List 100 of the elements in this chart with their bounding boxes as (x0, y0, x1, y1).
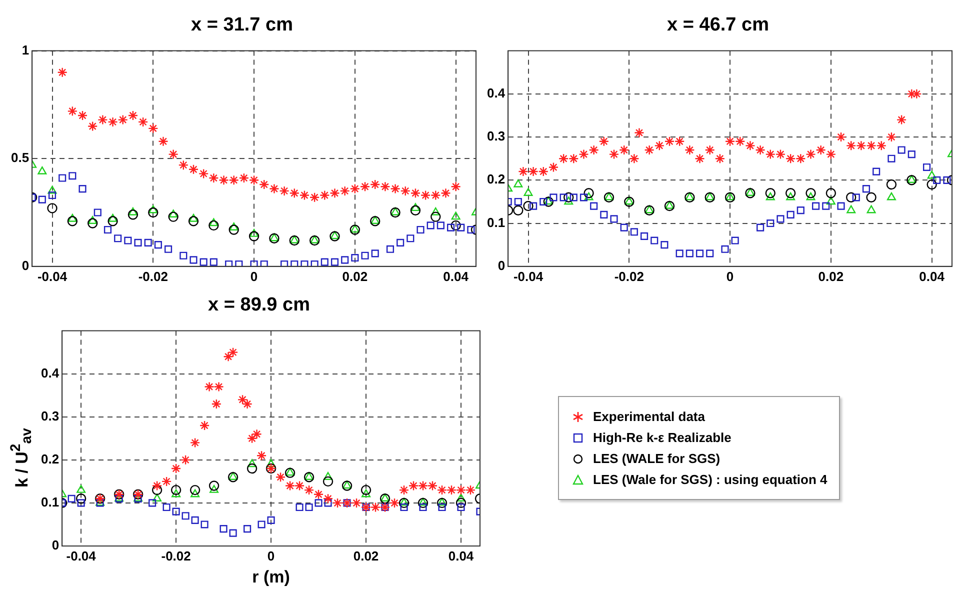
point (310, 260, 318, 266)
point (540, 198, 548, 206)
point (418, 498, 428, 508)
point (148, 123, 158, 134)
point (785, 154, 796, 164)
y-tick-label: 0.2 (486, 172, 506, 187)
point (351, 498, 362, 508)
point (523, 200, 534, 212)
x-tick-label: 0.02 (342, 268, 368, 284)
point (634, 128, 644, 138)
point (766, 220, 774, 228)
point (330, 258, 339, 266)
point (826, 188, 836, 198)
y-tick-label: 0 (52, 538, 60, 553)
point (38, 166, 47, 174)
point (309, 192, 320, 203)
point (178, 160, 189, 170)
point (721, 245, 729, 253)
point (152, 494, 162, 502)
y-tick-label: 0.3 (486, 128, 506, 144)
point (210, 258, 218, 266)
point (104, 226, 112, 234)
point (38, 196, 46, 204)
point (305, 503, 313, 512)
point (360, 484, 372, 496)
point (528, 166, 538, 177)
point (128, 110, 138, 121)
point (188, 216, 199, 226)
point (826, 149, 836, 160)
point (664, 136, 675, 146)
x-tick-label: 0.02 (818, 268, 844, 284)
point (896, 114, 907, 125)
point (235, 260, 243, 266)
point (258, 520, 266, 528)
point (48, 186, 57, 194)
y-tick-label: 0.5 (10, 150, 30, 166)
point (564, 196, 574, 205)
point (228, 347, 238, 358)
point (755, 144, 766, 156)
point (210, 484, 219, 493)
point (269, 184, 280, 194)
legend-label: High-Re k-ε Realizable (593, 430, 732, 445)
point (826, 196, 836, 205)
point (128, 210, 138, 220)
point (386, 245, 394, 253)
point (190, 489, 200, 498)
point (846, 205, 856, 214)
point (430, 190, 441, 200)
point (229, 529, 237, 537)
point (275, 472, 286, 482)
point (876, 140, 886, 151)
point (304, 472, 314, 480)
point (898, 146, 906, 154)
point (324, 472, 333, 480)
point (246, 433, 258, 444)
point (389, 498, 400, 508)
point (218, 175, 229, 186)
point (467, 226, 475, 234)
point (406, 234, 414, 242)
point (796, 154, 806, 164)
point (598, 136, 610, 146)
point (98, 114, 108, 125)
y-tick-label: 0 (22, 258, 30, 273)
point (152, 484, 162, 496)
point (866, 205, 876, 214)
point (456, 484, 466, 496)
x-axis-title: r (m) (252, 567, 290, 586)
point (513, 205, 524, 216)
point (144, 238, 152, 246)
point (252, 428, 262, 440)
point (360, 182, 370, 192)
point (908, 150, 916, 158)
point (922, 163, 931, 172)
point (696, 250, 704, 258)
y-tick-label: 0.3 (40, 408, 60, 424)
point (322, 494, 334, 504)
point (400, 186, 410, 196)
point (398, 484, 410, 496)
point (148, 499, 156, 507)
point (619, 144, 630, 156)
x-tick-label: -0.04 (66, 548, 97, 564)
point (229, 222, 238, 230)
point (684, 192, 695, 203)
point (548, 162, 559, 172)
chart-title: x = 46.7 cm (667, 14, 769, 36)
point (886, 132, 897, 142)
x-tick-label: 0.04 (443, 268, 470, 284)
point (248, 459, 257, 468)
legend-label: LES (Wale for SGS) : using equation 4 (593, 472, 828, 487)
point (260, 260, 268, 266)
point (172, 508, 180, 516)
point (465, 484, 476, 496)
point (786, 192, 796, 200)
point (304, 472, 314, 482)
point (371, 250, 379, 258)
point (259, 179, 270, 190)
point (246, 463, 258, 474)
y-tick-label: 0.4 (40, 365, 60, 380)
point (640, 232, 648, 240)
point (558, 154, 569, 164)
